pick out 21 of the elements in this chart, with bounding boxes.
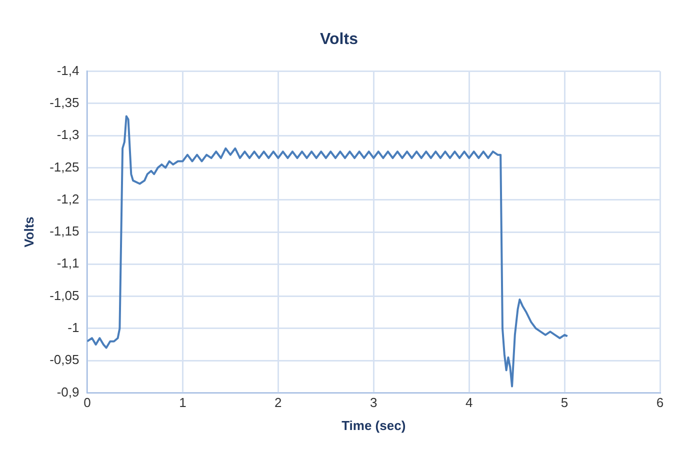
x-tick-label: 0 [84, 395, 91, 410]
x-tick-label: 6 [656, 395, 664, 410]
x-tick-label: 4 [465, 395, 473, 410]
y-tick-label: -1,15 [50, 224, 80, 239]
x-tick-label: 2 [274, 395, 282, 410]
y-axis-title: Volts [21, 216, 36, 248]
x-tick-label: 3 [370, 395, 378, 410]
x-axis-title: Time (sec) [342, 418, 406, 433]
y-tick-label: -1,1 [56, 256, 80, 271]
y-tick-label: -1,2 [56, 191, 80, 206]
y-tick-label: -0,95 [50, 352, 80, 368]
y-tick-label: -1 [68, 320, 80, 336]
y-tick-label: -1,25 [50, 159, 80, 174]
chart-title: Volts [320, 31, 358, 48]
x-tick-label: 5 [560, 395, 568, 410]
y-tick-label: -0,9 [56, 384, 80, 400]
x-tick-label: 1 [179, 395, 186, 410]
y-tick-label: -1,3 [56, 127, 80, 142]
y-tick-label: -1,35 [50, 94, 80, 110]
y-tick-label: -1,4 [56, 62, 80, 78]
y-tick-label: -1,05 [50, 288, 80, 303]
